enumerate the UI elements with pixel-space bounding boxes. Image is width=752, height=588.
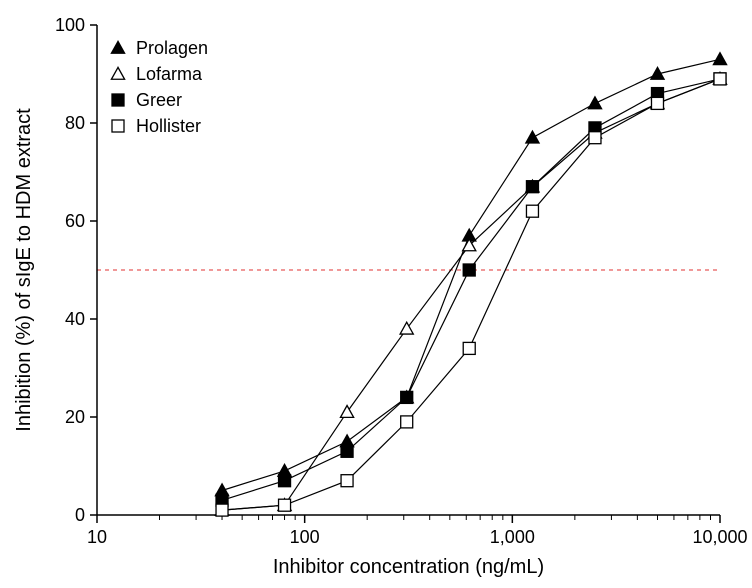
legend-label-lofarma: Lofarma — [136, 64, 203, 84]
x-axis-label: Inhibitor concentration (ng/mL) — [273, 556, 544, 578]
x-tick-label: 1,000 — [490, 527, 535, 547]
y-tick-label: 60 — [65, 211, 85, 231]
y-tick-label: 100 — [55, 15, 85, 35]
x-tick-label: 10,000 — [692, 527, 747, 547]
legend-label-hollister: Hollister — [136, 116, 201, 136]
y-tick-label: 80 — [65, 113, 85, 133]
x-tick-label: 100 — [290, 527, 320, 547]
y-tick-label: 0 — [75, 505, 85, 525]
x-tick-label: 10 — [87, 527, 107, 547]
y-tick-label: 40 — [65, 309, 85, 329]
inhibition-chart: 0 20 40 60 80 100 10 100 1,000 10,000 Inhibition (… — [0, 0, 752, 588]
legend-label-prolagen: Prolagen — [136, 38, 208, 58]
legend-label-greer: Greer — [136, 90, 182, 110]
y-tick-label: 20 — [65, 407, 85, 427]
y-axis-label: Inhibition (%) of sIgE to HDM extract — [13, 108, 35, 432]
